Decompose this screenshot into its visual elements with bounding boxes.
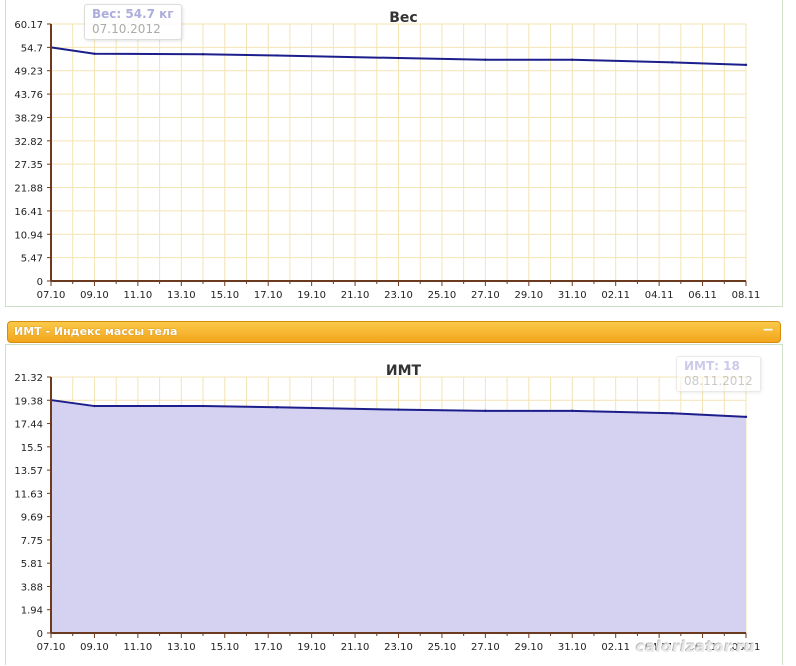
weight-x-tick-label: 07.10 (37, 290, 66, 301)
bmi-data-point[interactable] (670, 412, 674, 415)
weight-y-tick-label: 32.82 (14, 137, 43, 148)
bmi-x-tick-label: 06.11 (688, 642, 717, 653)
weight-tooltip-date: 07.10.2012 (92, 22, 161, 36)
weight-y-tick-label: 0 (37, 277, 43, 288)
bmi-x-tick-label: 11.10 (124, 642, 153, 653)
weight-y-tick-label: 54.7 (21, 43, 43, 54)
bmi-x-tick-label: 31.10 (558, 642, 587, 653)
weight-y-tick-label: 5.47 (21, 254, 43, 265)
weight-x-tick-label: 13.10 (167, 290, 196, 301)
bmi-y-tick-label: 1.94 (21, 606, 43, 617)
weight-y-tick-label: 43.76 (14, 90, 43, 101)
bmi-x-tick-label: 23.10 (384, 642, 413, 653)
bmi-y-tick-label: 3.88 (21, 582, 43, 593)
weight-y-tick-label: 38.29 (14, 113, 43, 124)
weight-chart-panel: Вес 0 5.47 10.94 16.41 21.88 27.35 32.82 38.29 43… (5, 0, 783, 307)
weight-x-tick-label: 09.10 (80, 290, 109, 301)
weight-x-tick-label: 25.10 (428, 290, 457, 301)
bmi-section-header[interactable]: ИМТ - Индекс массы тела − (7, 321, 781, 343)
weight-x-tick-label: 06.11 (688, 290, 717, 301)
weight-data-point[interactable] (571, 58, 574, 61)
bmi-data-point[interactable] (744, 415, 748, 419)
bmi-y-tick-label: 21.32 (14, 373, 43, 384)
weight-x-tick-label: 19.10 (297, 290, 326, 301)
bmi-y-tick-label: 0 (37, 629, 43, 640)
weight-chart: Вес 0 5.47 10.94 16.41 21.88 27.35 32.82 38.29 43… (14, 10, 761, 301)
weight-chart-title: Вес (389, 10, 417, 26)
weight-x-tick-label: 15.10 (210, 290, 239, 301)
bmi-x-tick-label: 21.10 (341, 642, 370, 653)
bmi-data-point[interactable] (484, 409, 487, 413)
bmi-series-area (51, 400, 746, 633)
bmi-section-title: ИМТ - Индекс массы тела (14, 325, 178, 338)
bmi-data-point[interactable] (571, 409, 574, 413)
bmi-x-tick-label: 07.10 (37, 642, 66, 653)
weight-x-tick-label: 11.10 (124, 290, 153, 301)
watermark: calorizator.ru (636, 638, 756, 656)
bmi-x-tick-label: 02.11 (601, 642, 630, 653)
bmi-x-tick-label: 04.11 (645, 642, 674, 653)
bmi-y-tick-label: 13.57 (14, 466, 43, 477)
bmi-x-tick-label: 25.10 (428, 642, 457, 653)
bmi-x-tick-label: 09.10 (80, 642, 109, 653)
bmi-tooltip-value: ИМТ: 18 (684, 359, 740, 373)
weight-x-tick-label: 02.11 (601, 290, 630, 301)
bmi-data-point[interactable] (93, 404, 96, 408)
bmi-y-tick-label: 17.44 (14, 420, 43, 431)
bmi-x-tick-label: 19.10 (297, 642, 326, 653)
weight-data-point[interactable] (670, 61, 674, 64)
weight-x-tick-label: 27.10 (471, 290, 500, 301)
weight-x-tick-label: 17.10 (254, 290, 283, 301)
bmi-x-tick-label: 08.11 (732, 642, 761, 653)
bmi-y-tick-label: 15.5 (21, 443, 43, 454)
weight-data-point[interactable] (275, 54, 279, 57)
weight-y-tick-label: 49.23 (14, 67, 43, 78)
weight-data-point[interactable] (744, 63, 748, 67)
bmi-x-tick-label: 17.10 (254, 642, 283, 653)
bmi-data-point[interactable] (201, 404, 205, 408)
weight-x-tick-label: 04.11 (645, 290, 674, 301)
weight-x-tick-label: 21.10 (341, 290, 370, 301)
bmi-data-point[interactable] (275, 406, 279, 409)
bmi-y-tick-label: 5.81 (21, 559, 43, 570)
weight-tooltip: Вес: 54.7 кг 07.10.2012 (84, 4, 182, 40)
bmi-y-tick-label: 19.38 (14, 396, 43, 407)
bmi-x-tick-label: 13.10 (167, 642, 196, 653)
bmi-y-tick-label: 11.63 (14, 489, 43, 500)
minus-icon[interactable]: − (762, 322, 774, 338)
weight-data-point[interactable] (93, 52, 96, 55)
weight-data-point[interactable] (397, 56, 400, 60)
bmi-x-tick-label: 29.10 (514, 642, 543, 653)
weight-y-tick-label: 27.35 (14, 160, 43, 171)
weight-data-point[interactable] (201, 52, 205, 56)
bmi-chart-title: ИМТ (386, 363, 422, 379)
bmi-tooltip: ИМТ: 18 08.11.2012 (676, 356, 761, 392)
weight-y-tick-label: 60.17 (14, 20, 43, 31)
weight-tooltip-value: Вес: 54.7 кг (92, 7, 174, 21)
weight-x-tick-label: 08.11 (732, 290, 761, 301)
bmi-y-tick-label: 7.75 (21, 536, 43, 547)
weight-x-tick-label: 31.10 (558, 290, 587, 301)
weight-data-point[interactable] (484, 58, 487, 61)
bmi-data-point[interactable] (397, 408, 400, 411)
bmi-y-tick-label: 9.69 (21, 513, 43, 524)
bmi-x-tick-label: 15.10 (210, 642, 239, 653)
bmi-chart-panel: ИМТ 0 1.94 3.88 5.81 7.75 9.69 11.63 13.57 15.5 17… (5, 344, 783, 665)
weight-x-tick-label: 23.10 (384, 290, 413, 301)
weight-y-tick-label: 21.88 (14, 184, 43, 195)
weight-y-tick-label: 10.94 (14, 230, 43, 241)
bmi-x-tick-label: 27.10 (471, 642, 500, 653)
weight-y-tick-label: 16.41 (14, 207, 43, 218)
bmi-chart: ИМТ 0 1.94 3.88 5.81 7.75 9.69 11.63 13.57 15.5 17… (14, 363, 761, 653)
bmi-tooltip-date: 08.11.2012 (684, 374, 753, 388)
weight-x-tick-label: 29.10 (514, 290, 543, 301)
